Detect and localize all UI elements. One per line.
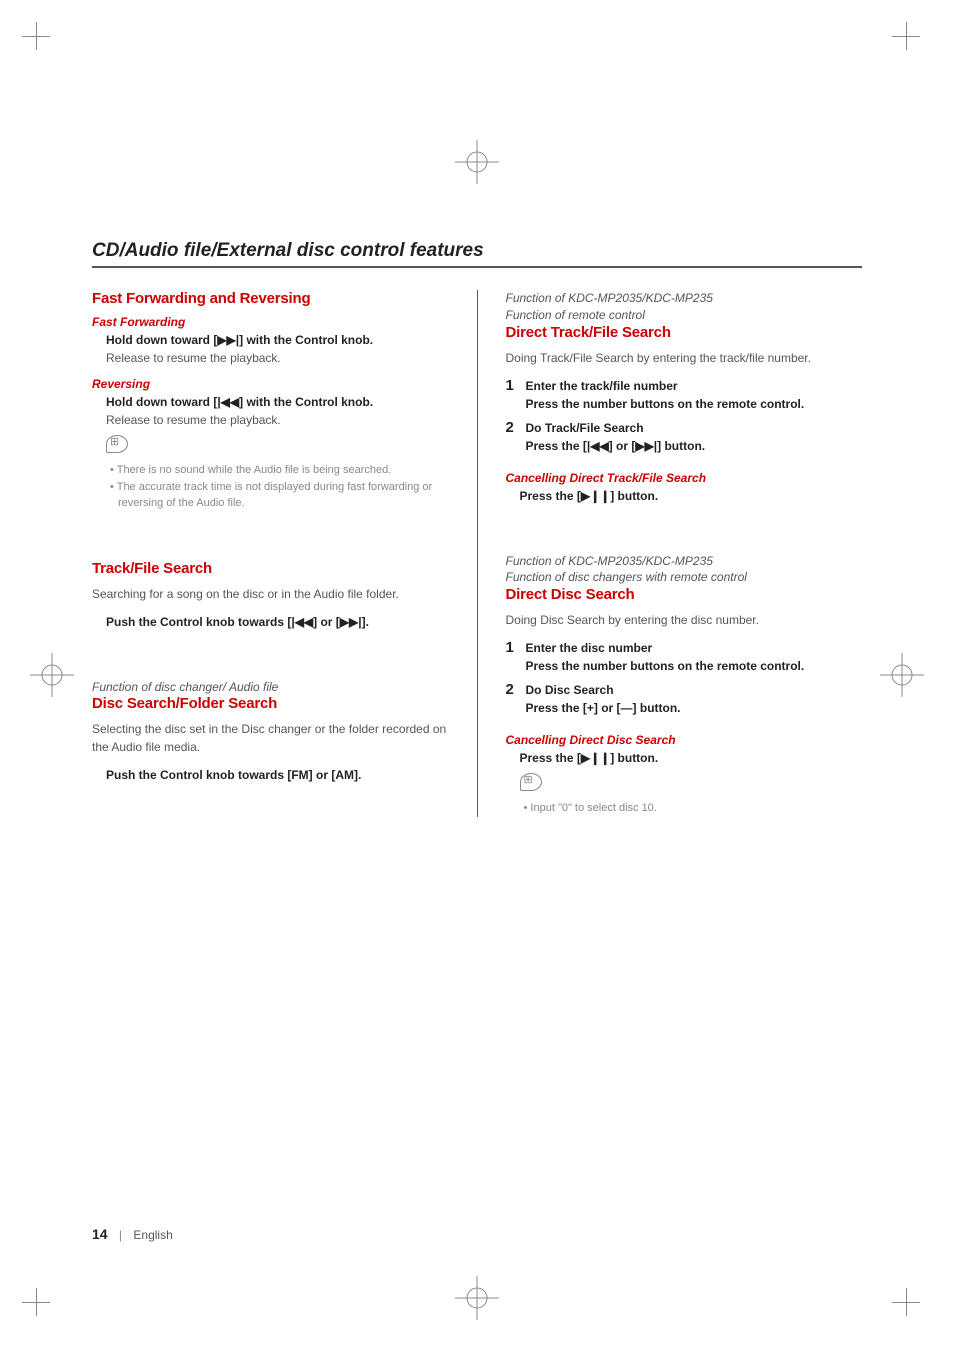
crop-mark-br bbox=[892, 1288, 932, 1328]
note-item: There is no sound while the Audio file i… bbox=[118, 462, 449, 479]
step-number: 2 bbox=[506, 681, 518, 717]
right-column: Function of KDC-MP2035/KDC-MP235 Functio… bbox=[506, 290, 863, 817]
step-head: Do Disc Search bbox=[526, 681, 863, 699]
step-number: 1 bbox=[506, 377, 518, 413]
crop-mark-bl bbox=[22, 1288, 62, 1328]
left-column: Fast Forwarding and Reversing Fast Forwa… bbox=[92, 290, 449, 817]
step-head: Enter the track/file number bbox=[526, 377, 863, 395]
subsection-title: Fast Forwarding bbox=[92, 315, 449, 329]
section-title: Disc Search/Folder Search bbox=[92, 695, 449, 712]
step: 1 Enter the disc number Press the number… bbox=[506, 639, 863, 675]
section-body: Doing Disc Search by entering the disc n… bbox=[506, 611, 863, 629]
context-line: Function of disc changer/ Audio file bbox=[92, 679, 449, 696]
two-column-layout: Fast Forwarding and Reversing Fast Forwa… bbox=[92, 290, 862, 817]
page-number: 14 bbox=[92, 1226, 108, 1242]
step-head: Enter the disc number bbox=[526, 639, 863, 657]
footer-separator: | bbox=[119, 1228, 122, 1242]
subsection-title: Cancelling Direct Track/File Search bbox=[506, 471, 863, 485]
section-title: Direct Disc Search bbox=[506, 586, 863, 603]
section-body: Searching for a song on the disc or in t… bbox=[92, 585, 449, 603]
chapter-title: CD/Audio file/External disc control feat… bbox=[92, 240, 862, 262]
step-number: 2 bbox=[506, 419, 518, 455]
step-head: Do Track/File Search bbox=[526, 419, 863, 437]
registration-mark-left bbox=[30, 653, 74, 697]
page-footer: 14 | English bbox=[92, 1226, 173, 1242]
registration-mark-right bbox=[880, 653, 924, 697]
instruction-bold: Hold down toward [|◀◀] with the Control … bbox=[106, 393, 449, 411]
step-text: Press the number buttons on the remote c… bbox=[526, 395, 863, 413]
step-text: Press the [|◀◀] or [▶▶|] button. bbox=[526, 437, 863, 455]
step: 1 Enter the track/file number Press the … bbox=[506, 377, 863, 413]
crop-mark-tr bbox=[892, 22, 932, 62]
context-line: Function of disc changers with remote co… bbox=[506, 569, 863, 586]
column-separator bbox=[477, 290, 478, 817]
note-item: The accurate track time is not displayed… bbox=[118, 479, 449, 512]
instruction-bold: Press the [▶❙❙] button. bbox=[520, 749, 863, 767]
instruction-body: Release to resume the playback. bbox=[106, 349, 449, 367]
instruction-bold: Push the Control knob towards [FM] or [A… bbox=[106, 766, 449, 784]
instruction-bold: Press the [▶❙❙] button. bbox=[520, 487, 863, 505]
instruction-body: Release to resume the playback. bbox=[106, 411, 449, 429]
section-title: Direct Track/File Search bbox=[506, 324, 863, 341]
context-line: Function of remote control bbox=[506, 307, 863, 324]
instruction-bold: Push the Control knob towards [|◀◀] or [… bbox=[106, 613, 449, 631]
section-body: Doing Track/File Search by entering the … bbox=[506, 349, 863, 367]
note-icon bbox=[520, 773, 542, 791]
registration-mark-top bbox=[455, 140, 499, 184]
section-title: Track/File Search bbox=[92, 560, 449, 577]
note-item: Input "0" to select disc 10. bbox=[532, 800, 863, 817]
step-text: Press the number buttons on the remote c… bbox=[526, 657, 863, 675]
step-text: Press the [+] or [—] button. bbox=[526, 699, 863, 717]
chapter-rule bbox=[92, 266, 862, 268]
registration-mark-bottom bbox=[455, 1276, 499, 1320]
section-body: Selecting the disc set in the Disc chang… bbox=[92, 720, 449, 756]
step-number: 1 bbox=[506, 639, 518, 675]
footer-language: English bbox=[133, 1228, 172, 1242]
context-line: Function of KDC-MP2035/KDC-MP235 bbox=[506, 553, 863, 570]
context-line: Function of KDC-MP2035/KDC-MP235 bbox=[506, 290, 863, 307]
instruction-bold: Hold down toward [▶▶|] with the Control … bbox=[106, 331, 449, 349]
subsection-title: Reversing bbox=[92, 377, 449, 391]
page: CD/Audio file/External disc control feat… bbox=[0, 0, 954, 1350]
step: 2 Do Track/File Search Press the [|◀◀] o… bbox=[506, 419, 863, 455]
step: 2 Do Disc Search Press the [+] or [—] bu… bbox=[506, 681, 863, 717]
subsection-title: Cancelling Direct Disc Search bbox=[506, 733, 863, 747]
crop-mark-tl bbox=[22, 22, 62, 62]
section-title: Fast Forwarding and Reversing bbox=[92, 290, 449, 307]
note-icon bbox=[106, 435, 128, 453]
